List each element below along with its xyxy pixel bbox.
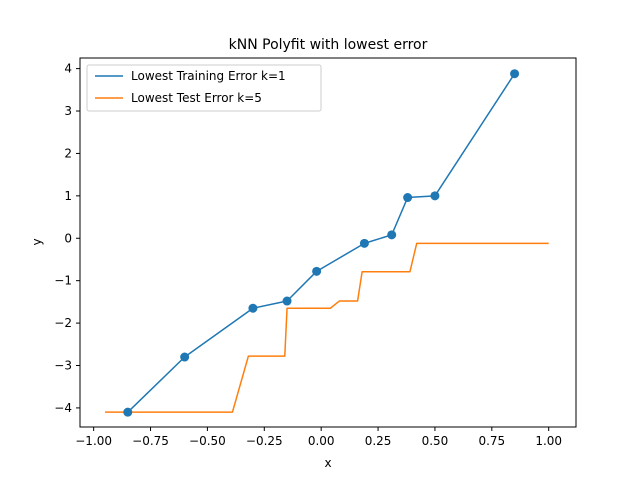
y-tick-label: 4 xyxy=(64,62,72,76)
data-point xyxy=(123,407,133,417)
x-axis-label: x xyxy=(324,456,331,470)
legend-box xyxy=(86,64,322,112)
x-tick-label: 0.50 xyxy=(422,434,449,448)
y-axis: −4 −3 −2 −1 0 1 2 3 4 xyxy=(54,62,80,415)
y-tick-label: −1 xyxy=(54,274,72,288)
y-tick-label: 3 xyxy=(64,104,72,118)
data-point xyxy=(248,303,258,313)
x-tick-label: 1.00 xyxy=(535,434,562,448)
series-line-test xyxy=(105,242,549,413)
y-tick-label: −3 xyxy=(54,359,72,373)
legend: Lowest Training Error k=1 Lowest Test Er… xyxy=(86,64,322,112)
data-point xyxy=(359,238,369,248)
series-line-training xyxy=(127,73,516,413)
y-tick-label: 1 xyxy=(64,189,72,203)
legend-label-training: Lowest Training Error k=1 xyxy=(131,69,286,83)
axes-frame xyxy=(79,57,577,428)
data-point xyxy=(510,69,520,79)
data-point xyxy=(387,230,397,240)
chart-title: kNN Polyfit with lowest error xyxy=(229,37,428,53)
x-tick-label: −0.50 xyxy=(189,434,226,448)
data-point xyxy=(180,352,190,362)
data-point xyxy=(282,296,292,306)
x-tick-label: −0.75 xyxy=(132,434,169,448)
y-tick-label: −4 xyxy=(54,401,72,415)
y-tick-label: 2 xyxy=(64,146,72,160)
x-tick-label: 0.75 xyxy=(478,434,505,448)
plot-area xyxy=(105,69,549,417)
y-tick-label: 0 xyxy=(64,231,72,245)
x-tick-label: 0.25 xyxy=(365,434,392,448)
legend-label-test: Lowest Test Error k=5 xyxy=(131,91,262,105)
x-tick-label: 0.00 xyxy=(308,434,335,448)
data-point xyxy=(430,191,440,201)
x-tick-label: −0.25 xyxy=(246,434,283,448)
data-point xyxy=(312,266,322,276)
data-point xyxy=(403,193,413,203)
x-axis: −1.00 −0.75 −0.50 −0.25 0.00 0.25 0.50 0.75 1.00 xyxy=(75,427,562,448)
x-tick-label: −1.00 xyxy=(75,434,112,448)
y-tick-label: −2 xyxy=(54,316,72,330)
y-axis-label: y xyxy=(30,238,44,245)
